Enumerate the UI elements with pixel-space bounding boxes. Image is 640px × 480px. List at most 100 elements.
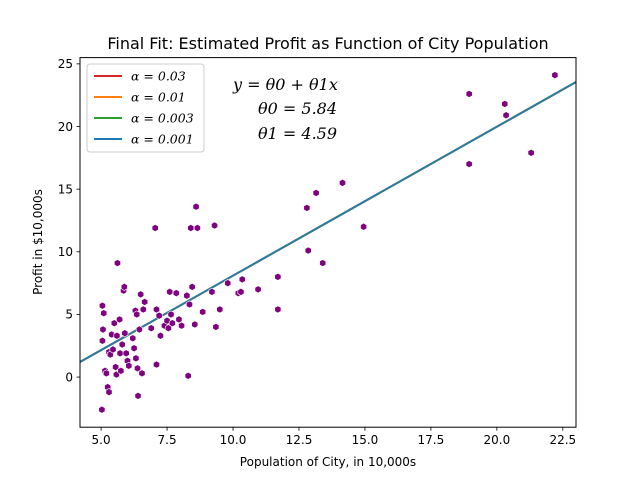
data-point	[134, 391, 142, 400]
data-point	[100, 309, 108, 318]
data-point	[187, 224, 195, 232]
data-point	[167, 310, 175, 319]
data-point	[274, 272, 282, 281]
data-point	[110, 319, 118, 328]
data-point	[237, 287, 245, 296]
data-point	[527, 148, 535, 157]
equation-line-3: θ1 = 4.59	[258, 124, 337, 143]
legend: α = 0.03 α = 0.01 α = 0.003 α = 0.001	[86, 63, 205, 153]
data-point	[135, 325, 143, 334]
y-tick-label: 0	[65, 370, 73, 384]
data-point	[238, 275, 246, 284]
data-point	[465, 89, 473, 98]
data-point	[113, 331, 121, 340]
data-point	[117, 366, 125, 375]
legend-label-1: α = 0.03	[131, 69, 186, 84]
x-tick-label: 10.0	[220, 433, 247, 447]
data-point	[501, 100, 509, 108]
data-point	[184, 371, 192, 380]
y-axis-label: Profit in $10,000s	[31, 189, 45, 295]
data-point	[118, 340, 126, 349]
data-point	[105, 388, 113, 397]
y-axis-ticks: 0 5 10 15 20 25	[58, 57, 80, 384]
data-point	[141, 297, 149, 306]
y-tick-label: 5	[65, 308, 73, 322]
x-axis-label: Population of City, in 10,000s	[240, 455, 416, 469]
data-point	[153, 305, 160, 314]
data-point	[147, 324, 155, 333]
data-point	[139, 305, 147, 314]
data-point	[130, 344, 138, 353]
x-tick-label: 12.5	[286, 433, 313, 447]
data-point	[133, 310, 141, 319]
legend-label-4: α = 0.001	[131, 132, 194, 147]
data-point	[211, 221, 218, 230]
equation-line-1: y = θ0 + θ1x	[232, 75, 338, 94]
data-point	[134, 364, 141, 373]
data-point	[109, 345, 117, 354]
data-point	[129, 334, 137, 343]
data-point	[116, 315, 123, 324]
data-point	[192, 202, 200, 211]
data-point	[319, 259, 327, 268]
data-point	[132, 354, 140, 363]
x-tick-label: 20.0	[483, 433, 510, 447]
data-point	[122, 349, 130, 358]
data-point	[114, 259, 121, 268]
data-point	[199, 307, 207, 316]
fit-lines	[79, 81, 577, 363]
legend-box	[86, 63, 205, 153]
equation-annotation: y = θ0 + θ1x θ0 = 5.84 θ1 = 4.59	[232, 75, 338, 143]
data-point	[312, 188, 320, 197]
data-point	[99, 325, 107, 334]
data-point	[502, 111, 510, 120]
data-point	[137, 290, 145, 299]
data-point	[138, 369, 146, 378]
chart-title: Final Fit: Estimated Profit as Function …	[107, 34, 548, 53]
legend-label-3: α = 0.003	[131, 111, 194, 126]
data-point	[212, 323, 220, 331]
data-point	[274, 305, 282, 314]
data-point	[208, 287, 216, 296]
data-point	[178, 321, 185, 330]
data-point	[551, 71, 559, 80]
data-point	[120, 282, 128, 291]
data-point	[168, 319, 176, 328]
y-tick-label: 20	[58, 120, 73, 134]
data-point	[125, 361, 133, 370]
x-tick-label: 7.5	[158, 433, 177, 447]
data-point	[303, 204, 311, 212]
data-point	[98, 405, 106, 414]
data-point	[116, 349, 124, 358]
data-point	[254, 285, 262, 294]
data-point	[164, 324, 172, 333]
legend-label-2: α = 0.01	[131, 90, 186, 105]
data-point	[166, 287, 174, 296]
data-point	[175, 315, 183, 324]
data-point	[153, 360, 160, 369]
data-points	[98, 71, 559, 414]
data-point	[99, 336, 106, 345]
x-axis-ticks: 5.0 7.5 10.0 12.5 15.0 17.5 20.0 22.5	[92, 427, 576, 447]
plot-frame	[79, 57, 577, 428]
data-point	[360, 222, 368, 231]
y-tick-label: 15	[58, 182, 73, 196]
equation-line-2: θ0 = 5.84	[258, 99, 337, 118]
data-point	[186, 300, 193, 309]
fit-line-4	[79, 81, 577, 363]
data-point	[172, 289, 180, 298]
data-point	[193, 224, 201, 232]
data-point	[183, 291, 191, 300]
data-point	[465, 160, 473, 169]
y-tick-label: 25	[58, 57, 73, 71]
x-tick-label: 22.5	[549, 433, 576, 447]
data-point	[102, 369, 110, 378]
data-point	[191, 320, 199, 329]
data-point	[339, 178, 346, 187]
data-point	[188, 282, 196, 291]
data-point	[121, 329, 129, 338]
x-tick-label: 5.0	[92, 433, 111, 447]
data-point	[216, 305, 224, 314]
data-point	[304, 246, 312, 255]
